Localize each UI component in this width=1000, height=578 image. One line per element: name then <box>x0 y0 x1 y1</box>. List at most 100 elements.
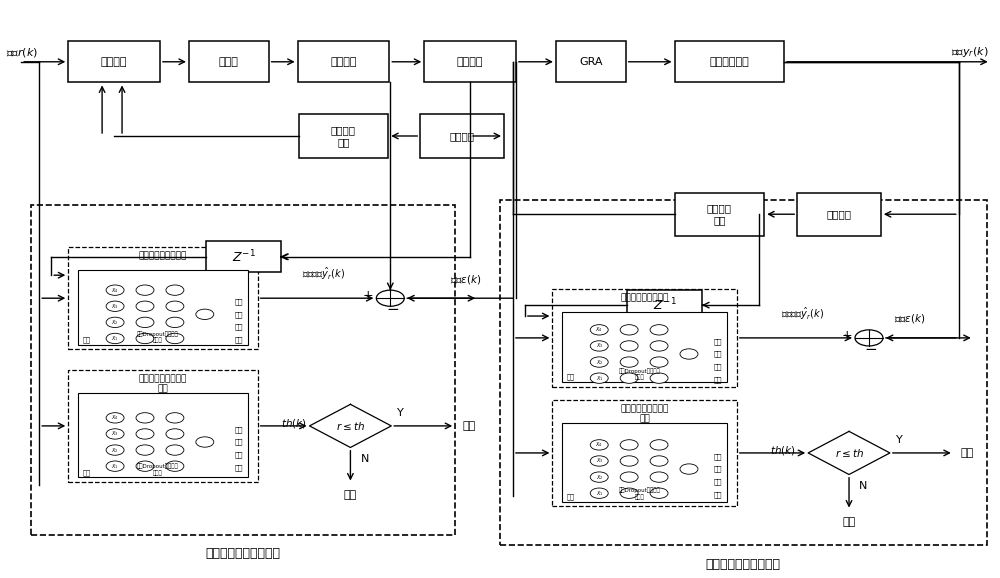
Circle shape <box>106 334 124 344</box>
Text: Y: Y <box>896 435 903 446</box>
Text: 斯蹈: 斯蹈 <box>234 439 243 445</box>
Text: GRA: GRA <box>579 57 602 67</box>
Text: 函数: 函数 <box>234 451 243 458</box>
Circle shape <box>590 325 608 335</box>
Text: 外回路自适应故障检测: 外回路自适应故障检测 <box>706 558 781 570</box>
Text: +: + <box>363 290 374 302</box>
Bar <box>552 289 737 387</box>
Circle shape <box>680 464 698 474</box>
Text: 估计输出$\hat{y}_r(k)$: 估计输出$\hat{y}_r(k)$ <box>302 266 346 282</box>
Bar <box>68 41 160 83</box>
Circle shape <box>136 461 154 471</box>
Polygon shape <box>808 431 890 475</box>
Circle shape <box>106 413 124 423</box>
Text: 伺服阀: 伺服阀 <box>219 57 239 67</box>
Circle shape <box>620 488 638 498</box>
Bar <box>556 41 626 83</box>
Circle shape <box>166 285 184 295</box>
Text: $Z^{-1}$: $Z^{-1}$ <box>653 297 676 313</box>
Bar <box>627 290 702 321</box>
Text: $th(k)$: $th(k)$ <box>770 443 796 457</box>
Bar <box>424 41 516 83</box>
Bar <box>206 241 281 272</box>
Circle shape <box>680 349 698 359</box>
Text: 函数: 函数 <box>234 324 243 330</box>
Text: $X_4$: $X_4$ <box>111 286 119 295</box>
Circle shape <box>196 437 214 447</box>
Circle shape <box>136 317 154 328</box>
Bar <box>562 423 727 502</box>
Bar <box>78 393 248 477</box>
Circle shape <box>650 357 668 367</box>
Text: 输出$y_r(k)$: 输出$y_r(k)$ <box>951 46 989 60</box>
Circle shape <box>650 488 668 498</box>
Text: 输入: 输入 <box>82 469 90 476</box>
Bar <box>562 312 727 382</box>
Circle shape <box>166 429 184 439</box>
Text: $X_3$: $X_3$ <box>596 342 603 350</box>
Text: 残差$\varepsilon(k)$: 残差$\varepsilon(k)$ <box>450 273 482 286</box>
Circle shape <box>590 488 608 498</box>
Circle shape <box>620 472 638 482</box>
Text: 角位移传
感器: 角位移传 感器 <box>707 203 732 225</box>
Text: 斯蹈: 斯蹈 <box>234 311 243 318</box>
Text: 估计输出$\hat{y}_r(k)$: 估计输出$\hat{y}_r(k)$ <box>781 306 824 322</box>
Text: $X_3$: $X_3$ <box>596 457 603 465</box>
Text: 输入: 输入 <box>566 374 574 380</box>
Circle shape <box>650 325 668 335</box>
Text: 回归: 回归 <box>713 491 722 498</box>
Circle shape <box>136 334 154 344</box>
Text: 深度学习故障观测器: 深度学习故障观测器 <box>620 294 669 303</box>
Circle shape <box>106 317 124 328</box>
Circle shape <box>166 317 184 328</box>
Circle shape <box>650 472 668 482</box>
Circle shape <box>106 429 124 439</box>
Text: 函数: 函数 <box>713 364 722 370</box>
Circle shape <box>106 445 124 455</box>
Circle shape <box>620 325 638 335</box>
Text: 稀疏Dropout降噪自动
编码器: 稀疏Dropout降噪自动 编码器 <box>619 488 660 500</box>
Text: $X_1$: $X_1$ <box>111 462 119 470</box>
Text: 正常: 正常 <box>462 421 475 431</box>
Text: 输入: 输入 <box>82 336 90 343</box>
Bar <box>31 205 455 535</box>
Text: 回归: 回归 <box>234 336 243 343</box>
Circle shape <box>136 285 154 295</box>
Bar <box>675 41 784 83</box>
Text: N: N <box>360 454 369 464</box>
Text: 稀疏Dropout降噪自动
编码器: 稀疏Dropout降噪自动 编码器 <box>619 368 660 380</box>
Text: 斯蹈: 斯蹈 <box>713 351 722 357</box>
Text: 控制模块: 控制模块 <box>101 57 127 67</box>
Text: 深度学习自适应阈値
网络: 深度学习自适应阈値 网络 <box>139 375 187 394</box>
Text: 斯蹈: 斯蹈 <box>713 466 722 472</box>
Text: 深度学习故障观测器: 深度学习故障观测器 <box>139 251 187 261</box>
Text: 小减速器: 小减速器 <box>827 209 852 219</box>
Text: 逻辑: 逻辑 <box>234 426 243 433</box>
Circle shape <box>590 440 608 450</box>
Circle shape <box>136 301 154 312</box>
Circle shape <box>650 440 668 450</box>
Circle shape <box>166 334 184 344</box>
Text: $X_2$: $X_2$ <box>111 318 119 327</box>
Circle shape <box>590 373 608 383</box>
Text: $r\leq th$: $r\leq th$ <box>336 420 365 432</box>
Circle shape <box>136 445 154 455</box>
Text: 旋转作动机构: 旋转作动机构 <box>709 57 749 67</box>
Bar <box>675 192 764 236</box>
Text: $Z^{-1}$: $Z^{-1}$ <box>232 249 256 265</box>
Circle shape <box>166 445 184 455</box>
Text: +: + <box>842 329 852 342</box>
Text: 正常: 正常 <box>961 448 974 458</box>
Circle shape <box>590 357 608 367</box>
Text: Y: Y <box>397 409 404 418</box>
Circle shape <box>590 472 608 482</box>
Text: 逻辑: 逻辑 <box>713 453 722 460</box>
Bar <box>68 247 258 349</box>
Bar <box>420 113 504 158</box>
Bar <box>68 370 258 482</box>
Circle shape <box>620 440 638 450</box>
Text: 液压马达: 液压马达 <box>330 57 357 67</box>
Text: $X_1$: $X_1$ <box>111 334 119 343</box>
Circle shape <box>166 461 184 471</box>
Text: $X_4$: $X_4$ <box>111 413 119 423</box>
